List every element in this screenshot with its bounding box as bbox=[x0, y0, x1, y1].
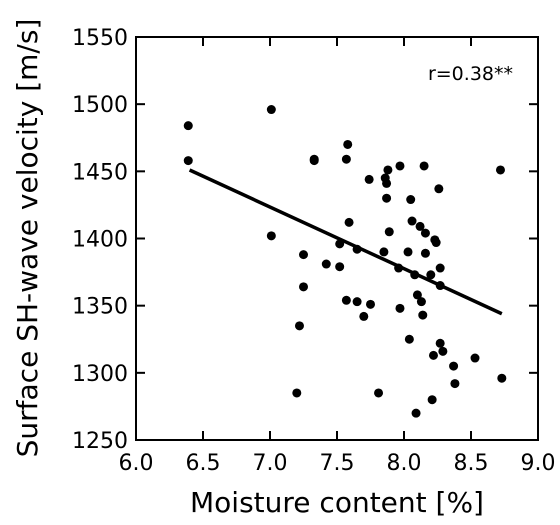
data-point-27 bbox=[383, 165, 393, 175]
data-point-30 bbox=[395, 161, 405, 171]
data-point-15 bbox=[344, 217, 354, 227]
data-point-0 bbox=[183, 121, 193, 131]
data-point-43 bbox=[420, 228, 430, 238]
data-point-5 bbox=[292, 388, 302, 398]
data-point-12 bbox=[335, 262, 345, 272]
data-point-56 bbox=[450, 379, 460, 389]
data-point-57 bbox=[470, 353, 480, 363]
data-point-34 bbox=[406, 195, 416, 205]
data-point-49 bbox=[431, 238, 441, 248]
data-point-55 bbox=[449, 361, 459, 371]
data-point-14 bbox=[343, 139, 353, 149]
data-point-21 bbox=[364, 174, 374, 184]
y-tick-label-6: 1550 bbox=[72, 26, 128, 51]
data-point-40 bbox=[416, 297, 426, 307]
data-point-10 bbox=[321, 259, 331, 269]
data-point-53 bbox=[435, 338, 445, 348]
data-point-22 bbox=[374, 388, 384, 398]
data-point-16 bbox=[341, 295, 351, 305]
correlation-annotation: r=0.38** bbox=[428, 63, 513, 85]
data-point-41 bbox=[418, 310, 428, 320]
x-tick-label-0: 6.0 bbox=[119, 451, 154, 476]
data-point-37 bbox=[411, 408, 421, 418]
data-point-38 bbox=[412, 290, 422, 300]
data-point-26 bbox=[382, 193, 392, 203]
data-points bbox=[183, 105, 507, 418]
data-point-28 bbox=[384, 227, 394, 237]
y-axis-label: Surface SH-wave velocity [m/s] bbox=[11, 19, 44, 458]
data-point-59 bbox=[497, 373, 507, 383]
y-tick-label-0: 1250 bbox=[72, 429, 128, 454]
data-point-7 bbox=[299, 282, 308, 292]
regression-line bbox=[188, 168, 503, 316]
data-point-31 bbox=[395, 303, 405, 313]
y-tick-label-5: 1500 bbox=[72, 93, 128, 118]
x-tick-label-6: 9.0 bbox=[521, 451, 556, 476]
data-point-51 bbox=[435, 263, 445, 273]
data-point-42 bbox=[419, 161, 429, 171]
x-tick-label-2: 7.0 bbox=[253, 451, 288, 476]
data-point-54 bbox=[438, 346, 448, 356]
data-point-6 bbox=[299, 250, 308, 260]
data-point-1 bbox=[183, 156, 193, 166]
data-point-58 bbox=[495, 165, 505, 175]
x-axis-label: Moisture content [%] bbox=[190, 486, 484, 519]
x-tick-label-1: 6.5 bbox=[186, 451, 221, 476]
data-point-39 bbox=[415, 221, 425, 231]
data-point-45 bbox=[426, 270, 436, 280]
data-point-4 bbox=[294, 321, 304, 331]
x-tick-label-5: 8.5 bbox=[454, 451, 489, 476]
y-tick-label-3: 1400 bbox=[72, 228, 128, 253]
y-tick-label-4: 1450 bbox=[72, 160, 128, 185]
x-tick-label-3: 7.5 bbox=[320, 451, 355, 476]
tick-labels: 6.0 6.5 7.0 7.5 8.0 8.5 9.0 1250 1300 1350 1400 145… bbox=[72, 26, 556, 476]
y-tick-label-2: 1350 bbox=[72, 295, 128, 320]
axis-ticks bbox=[135, 36, 539, 441]
x-tick-label-4: 8.0 bbox=[387, 451, 422, 476]
data-point-35 bbox=[407, 216, 417, 226]
data-point-47 bbox=[428, 350, 438, 360]
data-point-18 bbox=[352, 297, 362, 307]
data-point-46 bbox=[427, 395, 437, 405]
data-point-33 bbox=[404, 334, 414, 344]
data-point-20 bbox=[366, 299, 375, 309]
data-point-25 bbox=[382, 178, 392, 188]
data-point-19 bbox=[359, 311, 369, 321]
data-point-2 bbox=[266, 105, 276, 115]
data-point-44 bbox=[420, 248, 430, 258]
data-point-50 bbox=[434, 184, 444, 194]
data-point-3 bbox=[266, 231, 276, 241]
data-point-9 bbox=[309, 156, 319, 166]
y-tick-label-1: 1300 bbox=[72, 362, 128, 387]
data-point-32 bbox=[403, 247, 413, 257]
data-point-23 bbox=[379, 247, 389, 257]
data-point-13 bbox=[341, 154, 351, 164]
